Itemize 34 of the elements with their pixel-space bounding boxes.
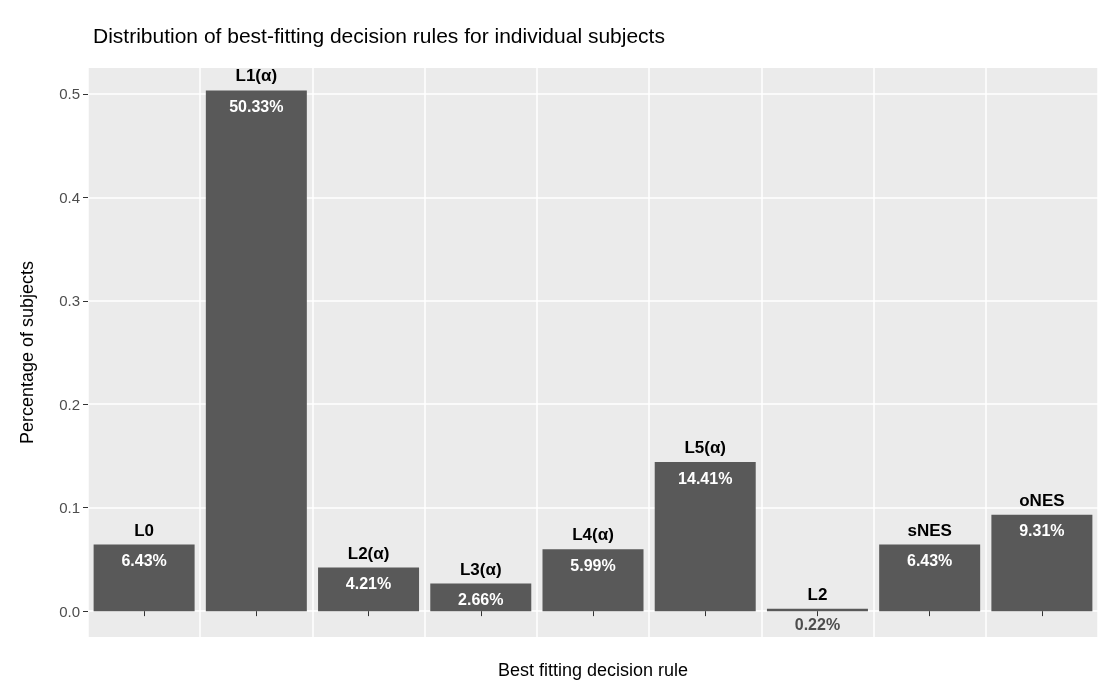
chart-title: Distribution of best-fitting decision rules for individual subjects [93,24,665,47]
bar [542,549,644,612]
x-axis-title: Best fitting decision rule [497,660,689,680]
x-tick-label: L2(α) [347,543,390,563]
y-tick-label: 0.5 [59,85,80,103]
x-tick-label: L3(α) [459,559,502,579]
x-tick-label: L2 [807,584,828,604]
data-label: 9.31% [1019,522,1065,540]
data-label: 6.43% [121,552,167,570]
y-tick-label: 0.0 [59,602,80,620]
data-label: 2.66% [458,591,504,609]
data-label: 6.43% [906,552,953,570]
x-tick-label: oNES [1019,490,1065,510]
data-label: 5.99% [570,556,616,574]
y-tick-label: 0.4 [59,188,80,206]
y-tick-label: 0.2 [59,395,80,413]
x-tick-label: L1(α) [235,66,278,86]
data-label: 50.33% [229,97,284,115]
data-label: 4.21% [345,575,392,593]
y-tick-label: 0.3 [59,292,80,310]
bar [93,544,195,612]
bar [318,567,420,612]
bar [654,462,756,612]
bar [205,90,307,612]
data-label: 14.41% [678,469,733,487]
y-axis-title: Percentage of subjects [17,260,37,445]
data-label: 0.22% [794,616,841,634]
bar [991,514,1093,612]
x-tick-label: L0 [134,520,155,540]
x-tick-label: L4(α) [572,525,614,545]
y-tick-label: 0.1 [59,499,80,517]
x-tick-label: sNES [907,520,952,540]
bar [879,544,981,612]
x-tick-label: L5(α) [684,438,727,458]
